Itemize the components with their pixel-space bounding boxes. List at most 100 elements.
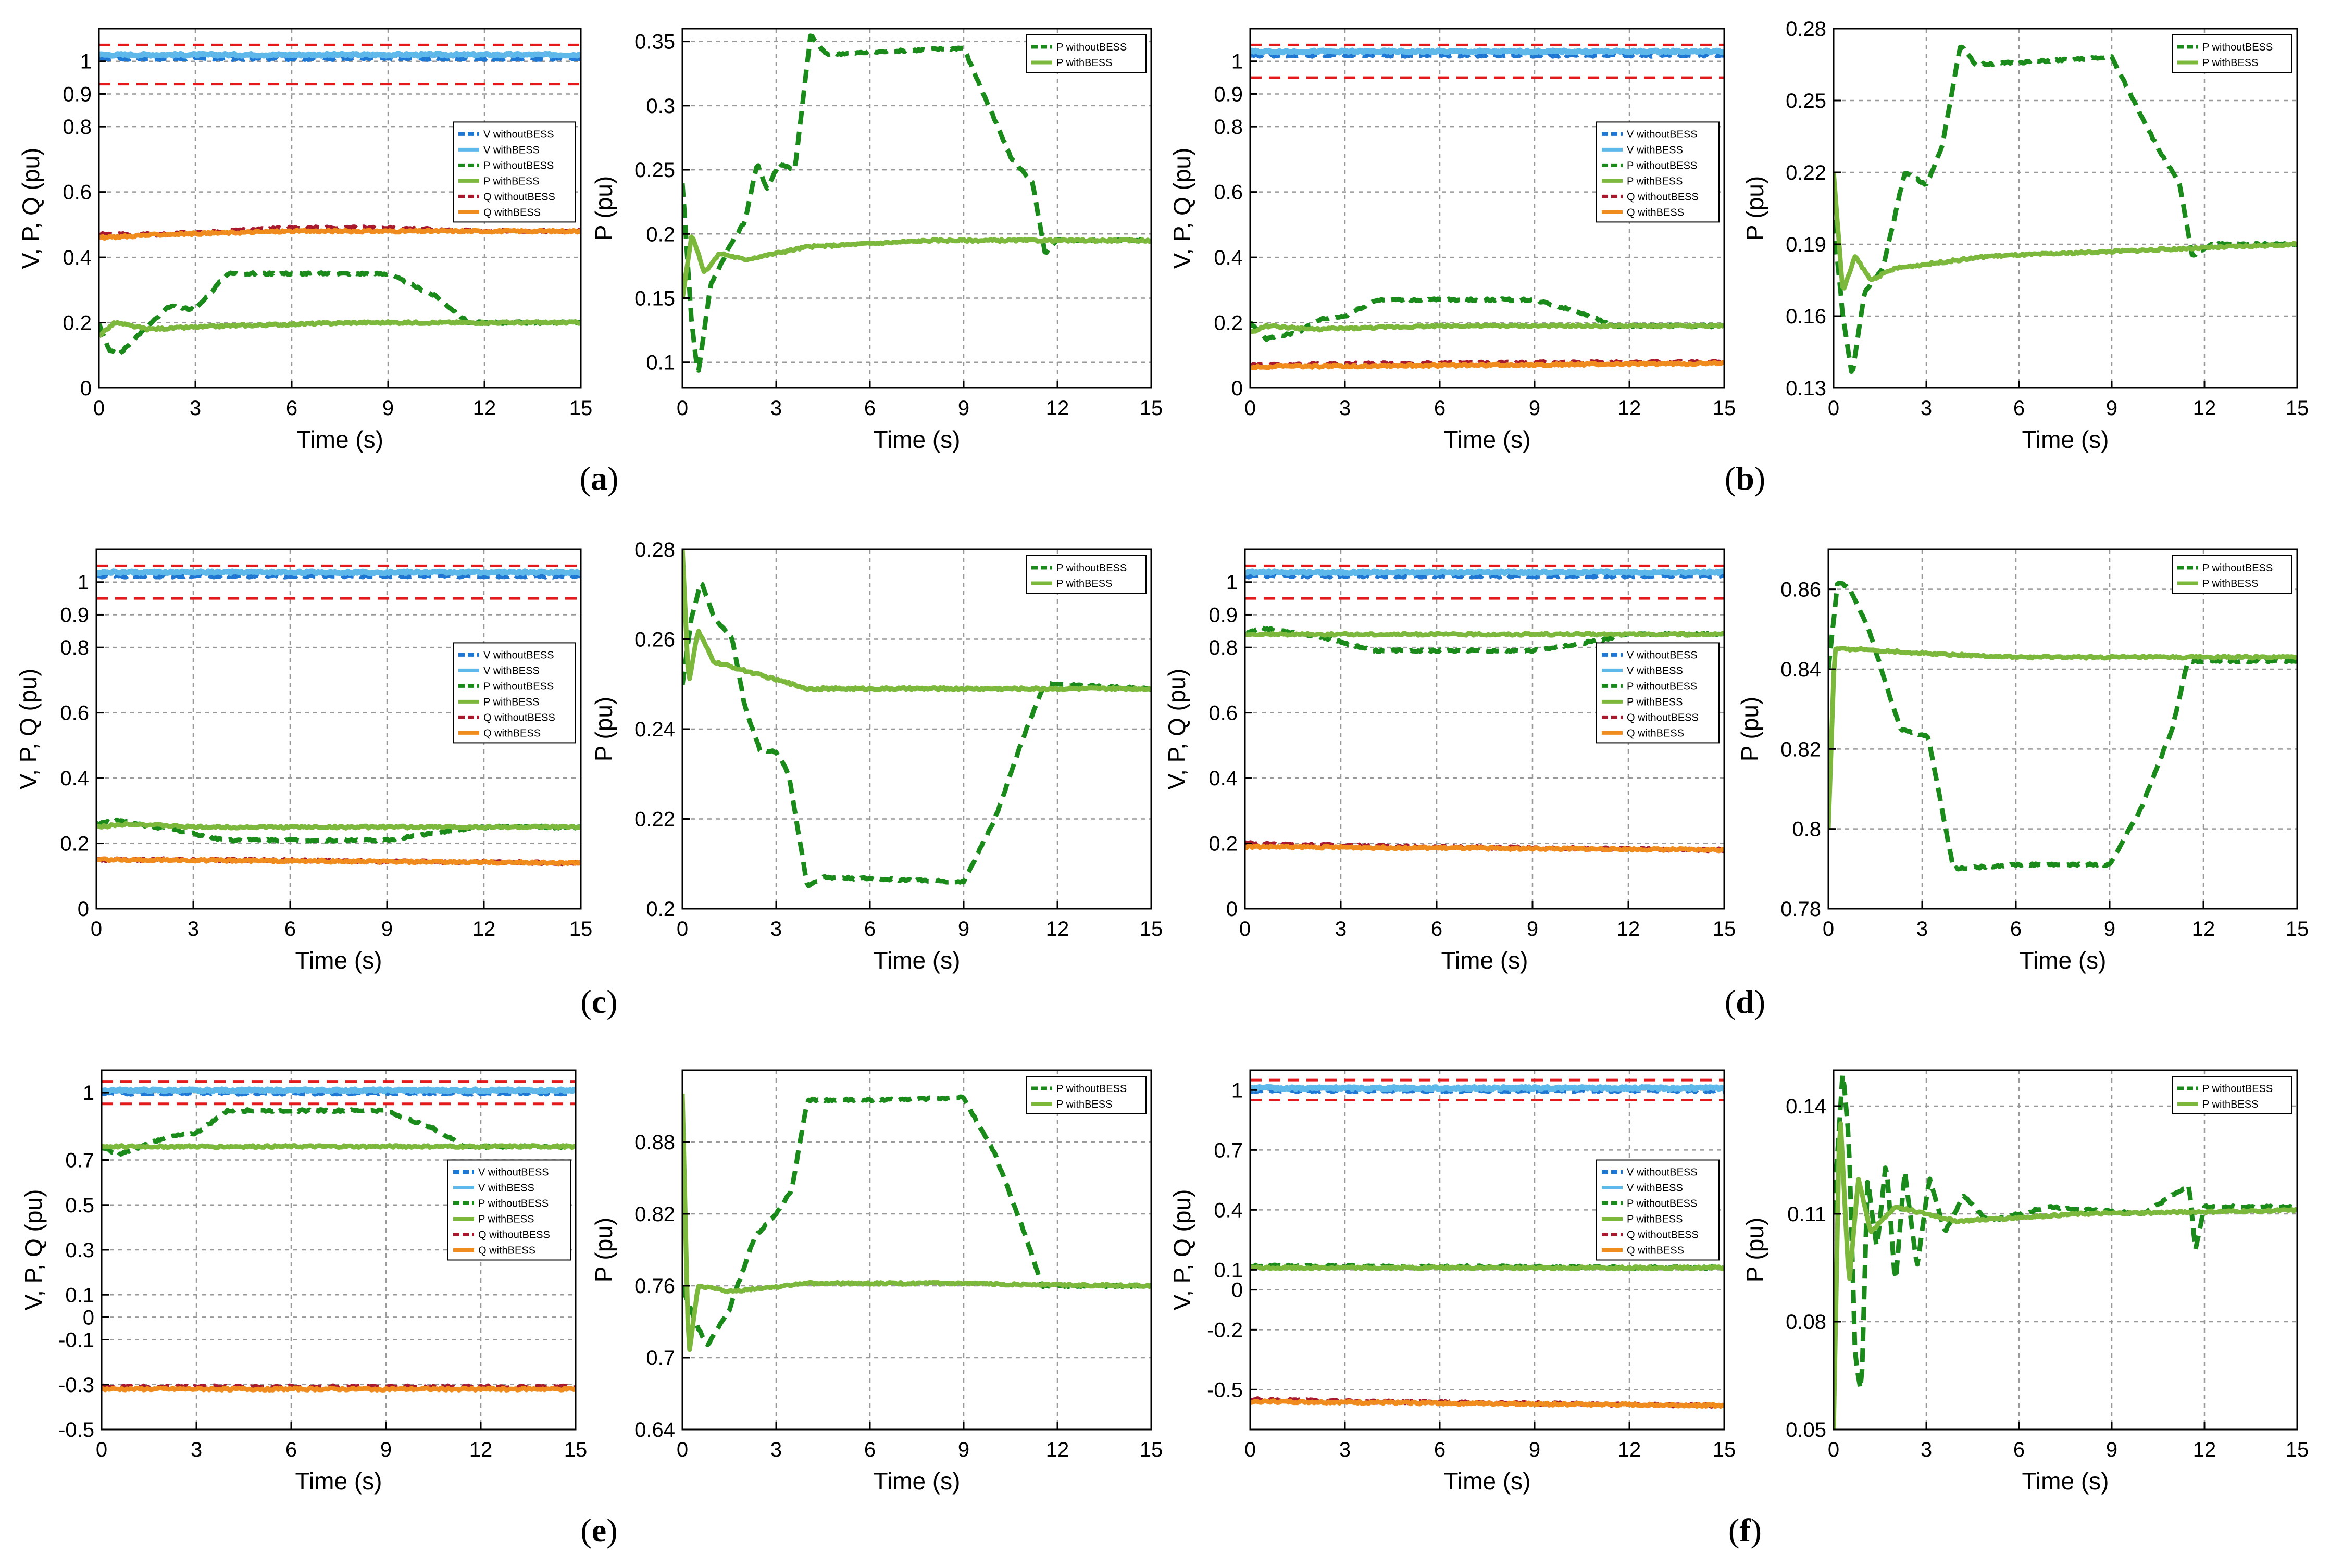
x-tick-label: 15 <box>2286 397 2309 420</box>
x-tick-label: 9 <box>381 918 393 940</box>
series-line-v-withbess <box>1250 1084 1724 1092</box>
x-tick-label: 6 <box>2010 918 2022 940</box>
plot-area <box>682 29 1151 388</box>
x-axis-label: Time (s) <box>1444 1467 1531 1495</box>
legend-entry: V withBESS <box>1627 144 1683 156</box>
y-tick-label: 0.9 <box>1214 83 1243 106</box>
y-tick-label: 0.7 <box>1214 1139 1243 1162</box>
legend-box <box>1026 1076 1147 1114</box>
legend-entry: P withoutBESS <box>2202 1083 2273 1095</box>
y-tick-label: 1 <box>78 571 89 594</box>
series-group <box>1250 1078 1724 1409</box>
legend-entry: P withoutBESS <box>2202 562 2273 574</box>
legend-entry: V withBESS <box>1627 665 1683 676</box>
y-tick-label: 0.6 <box>1214 181 1243 204</box>
y-tick-label: 0.2 <box>1214 312 1243 335</box>
legend-box <box>2172 1076 2292 1114</box>
legend-entry: Q withoutBESS <box>1627 1230 1699 1241</box>
y-tick-label: 0.8 <box>1214 116 1243 139</box>
series-line-q-withbess <box>96 856 581 867</box>
y-tick-label: 0.2 <box>1208 833 1238 856</box>
series-group <box>1834 44 2297 374</box>
x-tick-label: 6 <box>2013 1438 2025 1461</box>
y-tick-label: 0.1 <box>646 352 675 374</box>
y-tick-label: 0 <box>1231 1279 1243 1302</box>
x-tick-label: 0 <box>677 397 688 420</box>
legend-entry: P withoutBESS <box>483 160 554 171</box>
series-line-v-withoutbess <box>96 571 581 580</box>
y-tick-label: 0.6 <box>63 181 92 204</box>
y-tick-label: 1 <box>80 51 92 73</box>
x-tick-label: 15 <box>1140 1438 1163 1461</box>
y-tick-label: 0.78 <box>1780 898 1821 921</box>
legend-entry: P withoutBESS <box>483 681 554 692</box>
y-tick-label: 0.28 <box>1786 18 1826 41</box>
subfigure-label-d: (d) <box>1725 983 1765 1020</box>
chart-panel-b-right: 0 3 6 9 12 15 0.13 0.16 0.19 0.22 0.25 0.28 Time (s)… <box>1741 18 2309 453</box>
y-tick-label: 0.9 <box>60 604 89 626</box>
series-line-p-withbess <box>99 319 581 338</box>
y-tick-label: 0.7 <box>646 1347 675 1370</box>
x-tick-label: 12 <box>1618 397 1641 420</box>
legend-entry: V withoutBESS <box>483 649 554 661</box>
x-tick-label: 12 <box>469 1438 493 1461</box>
x-tick-label: 0 <box>1828 1438 1839 1461</box>
x-axis-label: Time (s) <box>295 947 382 974</box>
series-line-v-withbess <box>99 51 581 59</box>
legend-entry: V withBESS <box>483 144 540 156</box>
chart-panel-b-left: 0 3 6 9 12 15 0 0.2 0.4 0.6 0.8 0.9 1 Time (s) V, P, Q… <box>1168 28 1736 453</box>
y-tick-label: 0.15 <box>634 287 675 310</box>
x-tick-label: 6 <box>1434 1438 1446 1461</box>
y-tick-label: 0.4 <box>63 246 92 269</box>
series-line-p-withbess <box>96 821 581 831</box>
x-tick-label: 3 <box>1921 1438 1932 1461</box>
legend-entry: Q withoutBESS <box>478 1230 550 1241</box>
series-line-p-withbess <box>682 1093 1151 1352</box>
series-group <box>1828 580 2297 872</box>
x-axis-label: Time (s) <box>2020 947 2107 974</box>
y-tick-label: 0.4 <box>1214 246 1243 269</box>
series-group <box>682 33 1151 373</box>
y-tick-label: 0.4 <box>1208 767 1238 790</box>
subfigure-label-f: (f) <box>1728 1512 1762 1549</box>
series-line-p-withbess <box>1834 172 2297 291</box>
legend-box <box>453 121 576 223</box>
legend-entry: P withoutBESS <box>2202 42 2273 53</box>
y-tick-label: 0 <box>80 377 92 400</box>
x-tick-label: 6 <box>864 918 876 940</box>
legend-box <box>1596 1159 1720 1261</box>
legend-entry: Q withoutBESS <box>483 712 555 723</box>
y-tick-label: 0 <box>83 1306 94 1329</box>
y-axis-label: P (pu) <box>1736 697 1763 761</box>
x-tick-label: 9 <box>958 397 969 420</box>
legend-entry: P withBESS <box>1627 175 1683 187</box>
series-line-p-withoutbess <box>1828 580 2297 872</box>
plot-area <box>1834 1070 2297 1429</box>
series-line-p-withoutbess <box>1834 1073 2297 1391</box>
y-tick-label: 0.3 <box>646 95 675 118</box>
legend-box <box>1596 642 1720 744</box>
x-tick-label: 12 <box>1617 918 1640 940</box>
legend-entry: Q withoutBESS <box>1627 712 1699 723</box>
y-tick-label: 0 <box>78 898 89 921</box>
x-tick-label: 3 <box>1339 1438 1351 1461</box>
x-tick-label: 6 <box>286 397 297 420</box>
y-tick-label: 0.76 <box>634 1275 675 1298</box>
y-tick-label: 0.86 <box>1780 579 1821 601</box>
y-tick-label: 0.84 <box>1780 658 1821 681</box>
y-tick-label: 0.11 <box>1787 1203 1826 1226</box>
x-axis-label: Time (s) <box>874 426 961 453</box>
legend-entry: P withBESS <box>1056 57 1112 69</box>
x-axis-label: Time (s) <box>874 947 961 974</box>
x-axis-label: Time (s) <box>296 426 383 453</box>
x-axis-label: Time (s) <box>295 1467 382 1495</box>
legend-entry: Q withBESS <box>478 1245 535 1257</box>
series-line-p-withoutbess <box>682 1094 1151 1347</box>
y-tick-label: 0.7 <box>65 1149 94 1172</box>
plot-area <box>1834 29 2297 388</box>
legend-entry: P withBESS <box>1056 578 1112 589</box>
y-tick-label: 0.8 <box>60 636 89 659</box>
series-line-p-withbess <box>682 549 1151 692</box>
